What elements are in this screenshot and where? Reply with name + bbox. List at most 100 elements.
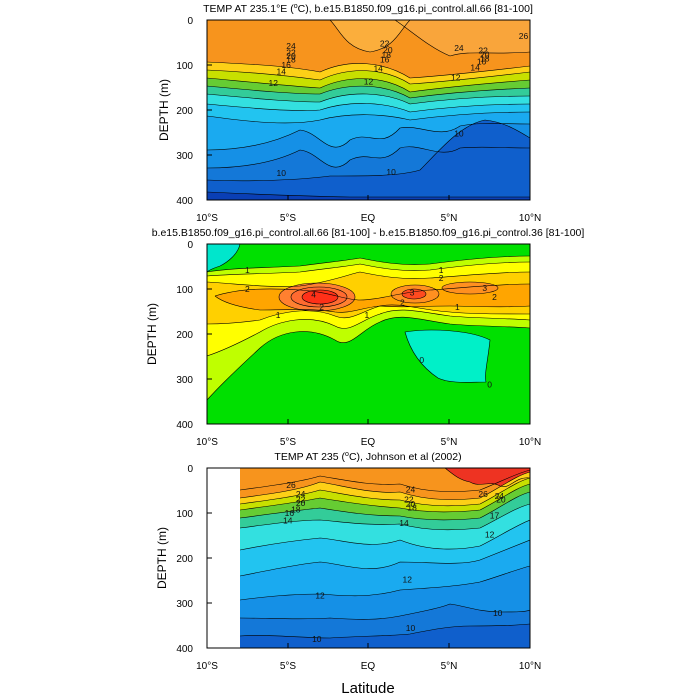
contour-label: 14 (470, 63, 480, 73)
panel-2-ytick: 200 (176, 330, 193, 341)
contour-label: 22 (478, 46, 488, 56)
contour-label: 18 (480, 53, 490, 63)
contour-label: 1 (276, 310, 281, 320)
contour-label: 14 (283, 516, 293, 526)
panel-3-xtick: 5°S (280, 661, 297, 672)
contour-label: 14 (373, 64, 383, 74)
panel-2-fill (207, 244, 530, 424)
panel-3-xtick: 10°N (519, 661, 541, 672)
panel-2-xtick: 10°S (196, 437, 218, 448)
contour-label: 10 (493, 608, 503, 618)
contour-label: 10 (454, 128, 464, 138)
panel-1-ytick: 200 (176, 106, 193, 117)
contour-label: 14 (399, 518, 409, 528)
contour-label: 26 (478, 489, 488, 499)
panel-2-contour-lines (207, 244, 530, 401)
contour-label: 24 (406, 485, 416, 495)
panel-3-x-ticks: 10°S 5°S EQ 5°N 10°N (196, 643, 541, 672)
panel-3-xtick: EQ (361, 661, 376, 672)
contour-label: 22 (296, 495, 306, 505)
panel-3-xtick: 5°N (441, 661, 458, 672)
contour-label: 20 (406, 499, 416, 509)
panel-1-ytick: 100 (176, 61, 193, 72)
contour-label: 24 (286, 41, 296, 51)
panel-1-ytick: 0 (187, 16, 193, 27)
panel-3-ytick: 400 (176, 644, 193, 655)
panel-2-title: b.e15.B1850.f09_g16.pi_control.all.66 [8… (152, 227, 585, 239)
panel-2-y-axis-label: DEPTH (m) (145, 303, 159, 365)
contour-label: 1 (365, 310, 370, 320)
contour-label: 18 (286, 55, 296, 65)
contour-label: 20 (383, 45, 393, 55)
panel-3-ytick: 100 (176, 509, 193, 520)
contour-label: 3 (482, 283, 487, 293)
panel-1-ytick: 400 (176, 196, 193, 207)
x-axis-label: Latitude (341, 680, 394, 697)
panel-2-xtick: 5°S (280, 437, 297, 448)
panel-3: TEMP AT 235 (oC), Johnson et al (2002) (155, 451, 541, 697)
contour-label: 1 (455, 302, 460, 312)
panel-2-x-ticks: 10°S 5°S EQ 5°N 10°N (196, 419, 541, 448)
panel-1-y-axis-label: DEPTH (m) (157, 79, 171, 141)
contour-label: 12 (485, 530, 495, 540)
panel-3-no-data-region (207, 468, 240, 648)
contour-label: 10 (312, 634, 322, 644)
contour-label: 10 (406, 623, 416, 633)
contour-label: 18 (291, 504, 301, 514)
contour-label: 2 (245, 284, 250, 294)
panel-3-ytick: 300 (176, 599, 193, 610)
panel-1-title: TEMP AT 235.1°E (oC), b.e15.B1850.f09_g1… (203, 3, 533, 15)
contour-label: 16 (380, 55, 390, 65)
panel-2-xtick: 10°N (519, 437, 541, 448)
contour-label: 20 (480, 50, 490, 60)
contour-label: 12 (364, 77, 374, 87)
contour-label: 22 (380, 38, 390, 48)
contour-label: 24 (454, 43, 464, 53)
contour-label: 4 (311, 289, 316, 299)
contour-label: 20 (496, 495, 506, 505)
contour-label: 10 (277, 168, 287, 178)
contour-label: 1 (245, 265, 250, 275)
contour-label: 10 (386, 167, 396, 177)
panel-1-xtick: EQ (361, 213, 376, 224)
contour-label: 0 (487, 379, 492, 389)
contour-label: 16 (281, 60, 291, 70)
panel-1-xtick: 5°S (280, 213, 297, 224)
panel-3-title: TEMP AT 235 (oC), Johnson et al (2002) (274, 451, 461, 463)
panel-1-contour-lines (207, 20, 530, 198)
panel-1-x-ticks: 10°S 5°S EQ 5°N 10°N (196, 195, 541, 224)
panel-2-ytick: 300 (176, 375, 193, 386)
contour-label: 26 (286, 480, 296, 490)
contour-label: 16 (477, 56, 487, 66)
contour-label: 22 (286, 47, 296, 57)
panel-1-xtick: 10°S (196, 213, 218, 224)
panel-3-contour-lines (240, 468, 530, 639)
panel-1-xtick: 5°N (441, 213, 458, 224)
contour-label: 12 (403, 575, 413, 585)
contour-label: 24 (495, 491, 505, 501)
contour-label: 18 (382, 50, 392, 60)
contour-label: 1 (439, 265, 444, 275)
contour-label: 20 (296, 498, 306, 508)
contour-label: 16 (285, 508, 295, 518)
panel-2-xtick: EQ (361, 437, 376, 448)
contour-label: 18 (407, 503, 417, 513)
panel-2-ytick: 100 (176, 285, 193, 296)
contour-label: 20 (286, 51, 296, 61)
contour-label: 0 (419, 355, 424, 365)
panel-1-contour-labels: 2422201816141222201816141210101024222018… (268, 31, 528, 178)
contour-label: 3 (410, 288, 415, 298)
panel-3-y-ticks: 0 100 200 300 400 (176, 464, 212, 655)
contour-label: 2 (319, 302, 324, 312)
contour-label: 2 (439, 273, 444, 283)
panel-2-xtick: 5°N (441, 437, 458, 448)
contour-label: 12 (268, 78, 278, 88)
contour-label: 12 (315, 590, 325, 600)
panel-2-y-ticks: 0 100 200 300 400 (176, 240, 212, 431)
contour-label: 14 (277, 66, 287, 76)
panel-3-contour-labels: 2624222018161424222018141226242017121210… (283, 480, 506, 644)
contour-label: 22 (404, 495, 414, 505)
contour-label: 12 (451, 73, 461, 83)
contour-label: 17 (490, 510, 500, 520)
